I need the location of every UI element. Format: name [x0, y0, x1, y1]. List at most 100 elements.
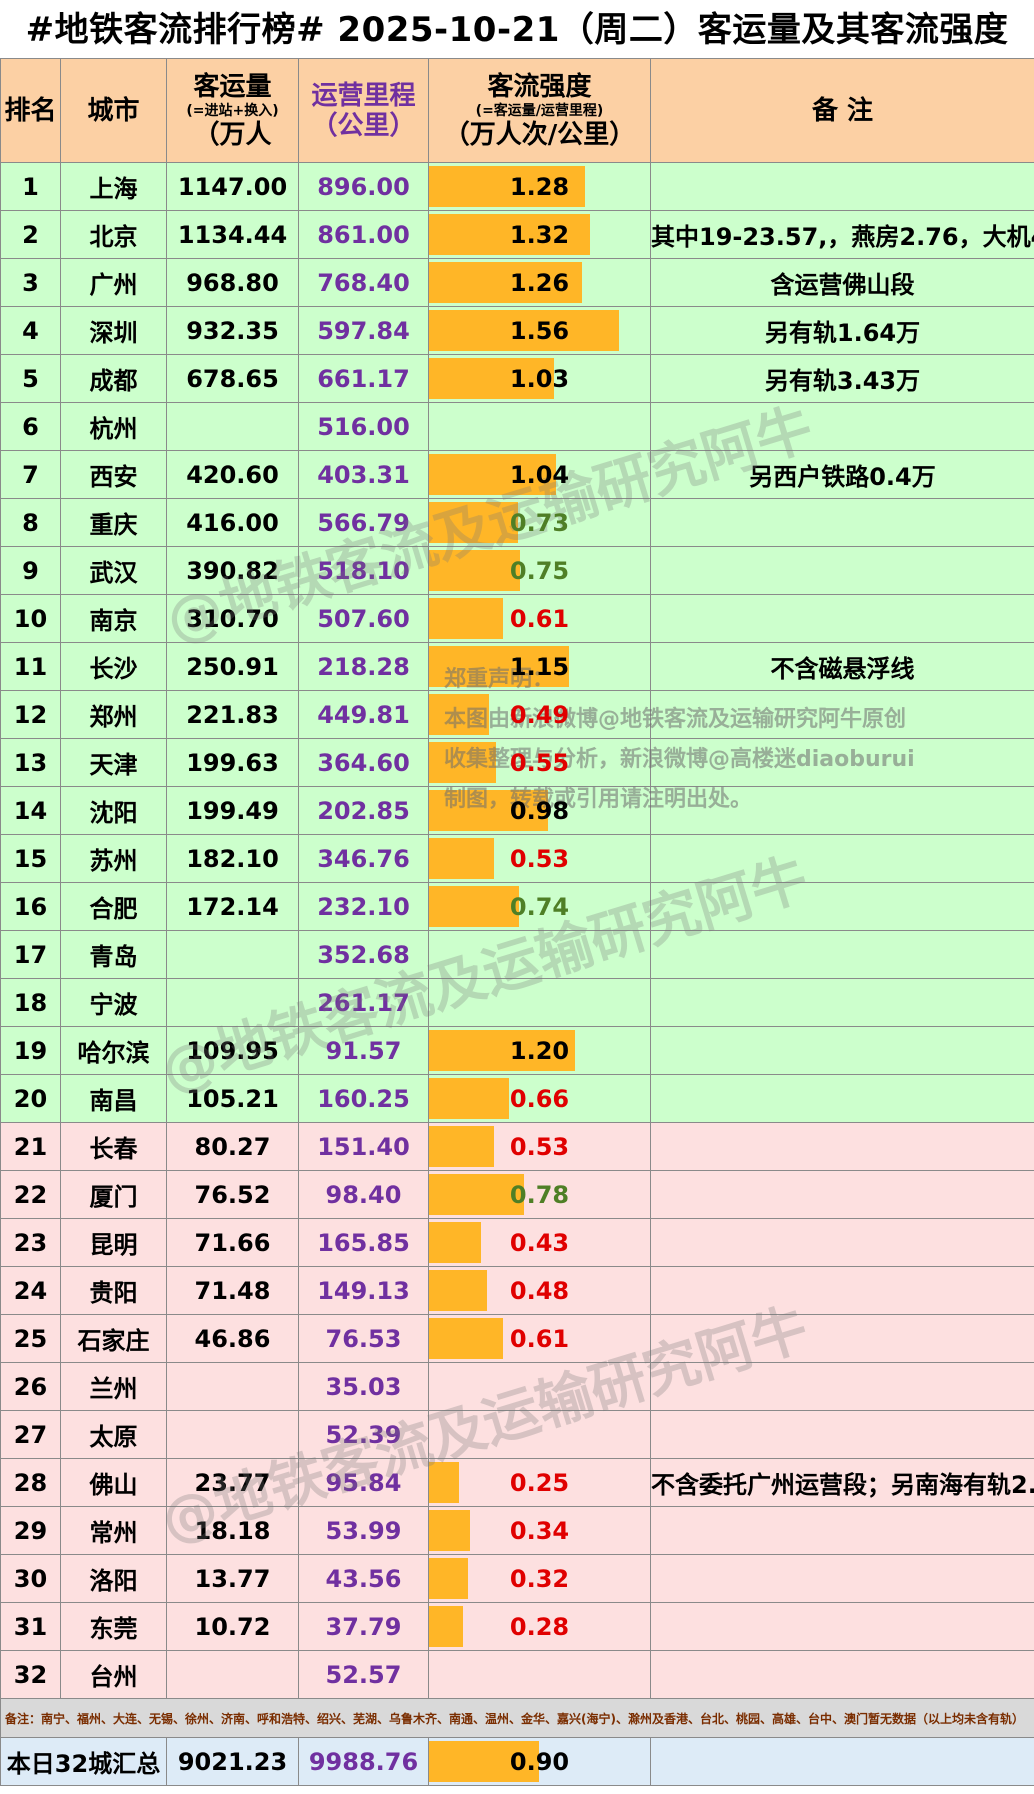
mileage-cell: 35.03 [298, 1362, 429, 1411]
note-cell [650, 1362, 1034, 1411]
rank-cell: 32 [0, 1650, 61, 1699]
table-row: 6 杭州 516.00 [0, 402, 1034, 451]
table-row: 2 北京 1134.44 861.00 1.32 其中19-23.57,，燕房2.76，大… [0, 210, 1034, 259]
intensity-bar [429, 1222, 481, 1263]
table-row: 21 长春 80.27 151.40 0.53 [0, 1122, 1034, 1171]
rank-cell: 30 [0, 1554, 61, 1603]
note-cell [650, 1410, 1034, 1459]
intensity-bar [429, 598, 503, 639]
intensity-bar [429, 310, 619, 351]
mileage-cell: 449.81 [298, 690, 429, 739]
table-row: 24 贵阳 71.48 149.13 0.48 [0, 1266, 1034, 1315]
intensity-bar [429, 1462, 459, 1503]
note-cell [650, 738, 1034, 787]
city-cell: 西安 [60, 450, 167, 499]
volume-cell: 80.27 [166, 1122, 299, 1171]
table-row: 32 台州 52.57 [0, 1650, 1034, 1699]
intensity-bar [429, 1558, 468, 1599]
mileage-cell: 76.53 [298, 1314, 429, 1363]
mileage-cell: 53.99 [298, 1506, 429, 1555]
table-row: 26 兰州 35.03 [0, 1362, 1034, 1411]
intensity-value: 0.32 [509, 1564, 570, 1593]
city-cell: 宁波 [60, 978, 167, 1027]
total-volume: 9021.23 [166, 1737, 299, 1786]
table-row: 15 苏州 182.10 346.76 0.53 [0, 834, 1034, 883]
city-cell: 沈阳 [60, 786, 167, 835]
mileage-cell: 597.84 [298, 306, 429, 355]
intensity-value: 0.53 [509, 844, 570, 873]
intensity-bar [429, 742, 496, 783]
volume-cell: 416.00 [166, 498, 299, 547]
intensity-cell: 0.43 [428, 1218, 651, 1267]
city-cell: 重庆 [60, 498, 167, 547]
volume-cell: 105.21 [166, 1074, 299, 1123]
intensity-bar [429, 358, 554, 399]
city-cell: 昆明 [60, 1218, 167, 1267]
intensity-value: 0.98 [509, 796, 570, 825]
mileage-cell: 861.00 [298, 210, 429, 259]
volume-cell [166, 402, 299, 451]
rank-cell: 7 [0, 450, 61, 499]
total-intensity: 0.90 [428, 1737, 651, 1786]
note-cell [650, 1218, 1034, 1267]
mileage-cell: 896.00 [298, 162, 429, 211]
mileage-cell: 160.25 [298, 1074, 429, 1123]
ranking-table: 排名 城市 客运量 (=进站+换入) （万人 运营里程 （公里） 客流强度 (=… [0, 58, 1034, 1786]
mileage-cell: 346.76 [298, 834, 429, 883]
intensity-bar [429, 550, 520, 591]
intensity-value: 0.48 [509, 1276, 570, 1305]
rank-cell: 10 [0, 594, 61, 643]
intensity-bar [429, 166, 585, 207]
note-cell [650, 1266, 1034, 1315]
rank-cell: 2 [0, 210, 61, 259]
intensity-value: 0.74 [509, 892, 570, 921]
city-cell: 佛山 [60, 1458, 167, 1507]
intensity-value: 0.28 [509, 1612, 570, 1641]
mileage-cell: 518.10 [298, 546, 429, 595]
note-cell [650, 546, 1034, 595]
note-cell: 另西户铁路0.4万 [650, 450, 1034, 499]
table-row: 3 广州 968.80 768.40 1.26 含运营佛山段 [0, 258, 1034, 307]
city-cell: 南昌 [60, 1074, 167, 1123]
city-cell: 南京 [60, 594, 167, 643]
volume-cell: 420.60 [166, 450, 299, 499]
city-cell: 青岛 [60, 930, 167, 979]
table-row: 16 合肥 172.14 232.10 0.74 [0, 882, 1034, 931]
intensity-bar [429, 694, 489, 735]
intensity-cell: 1.32 [428, 210, 651, 259]
intensity-bar [429, 838, 494, 879]
rank-cell: 3 [0, 258, 61, 307]
intensity-cell: 0.73 [428, 498, 651, 547]
mileage-cell: 403.31 [298, 450, 429, 499]
city-cell: 深圳 [60, 306, 167, 355]
intensity-value: 1.03 [509, 364, 570, 393]
intensity-value: 0.75 [509, 556, 570, 585]
note-cell [650, 1554, 1034, 1603]
mileage-cell: 37.79 [298, 1602, 429, 1651]
total-intensity-value: 0.90 [509, 1747, 570, 1776]
note-cell: 另有轨1.64万 [650, 306, 1034, 355]
city-cell: 太原 [60, 1410, 167, 1459]
note-cell [650, 786, 1034, 835]
city-cell: 杭州 [60, 402, 167, 451]
intensity-bar [429, 1606, 463, 1647]
intensity-bar [429, 502, 518, 543]
rank-cell: 14 [0, 786, 61, 835]
rank-cell: 28 [0, 1458, 61, 1507]
intensity-value: 0.55 [509, 748, 570, 777]
city-cell: 长沙 [60, 642, 167, 691]
intensity-cell: 1.03 [428, 354, 651, 403]
note-cell: 其中19-23.57,，燕房2.76，大机4.35 [650, 210, 1034, 259]
intensity-value: 1.04 [509, 460, 570, 489]
city-cell: 上海 [60, 162, 167, 211]
mileage-cell: 165.85 [298, 1218, 429, 1267]
table-row: 1 上海 1147.00 896.00 1.28 [0, 162, 1034, 211]
rank-cell: 8 [0, 498, 61, 547]
intensity-value: 1.15 [509, 652, 570, 681]
note-cell [650, 834, 1034, 883]
intensity-cell: 1.26 [428, 258, 651, 307]
table-row: 31 东莞 10.72 37.79 0.28 [0, 1602, 1034, 1651]
intensity-cell: 1.04 [428, 450, 651, 499]
intensity-value: 0.73 [509, 508, 570, 537]
rank-cell: 1 [0, 162, 61, 211]
